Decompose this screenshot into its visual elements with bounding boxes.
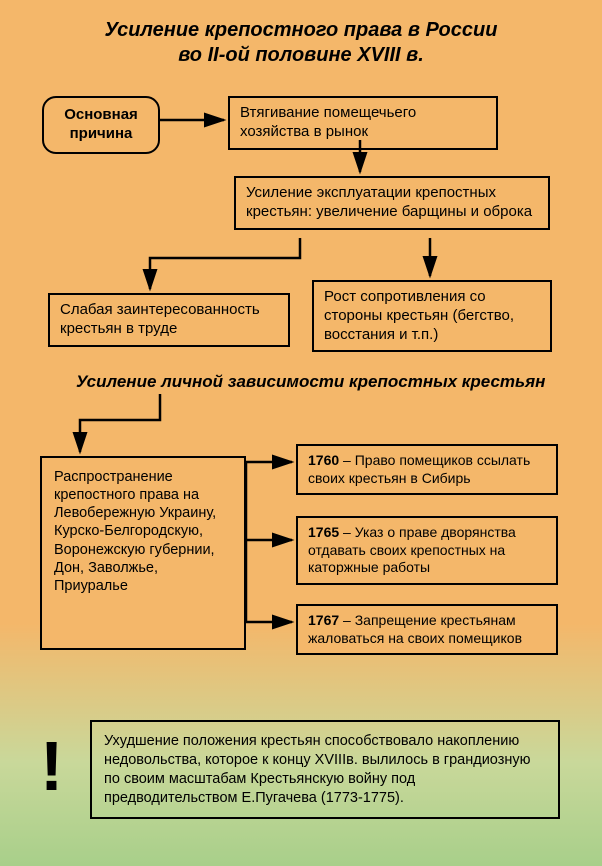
title-line-1: Усиление крепостного права в России: [105, 19, 498, 41]
node-law-1760: 1760 – Право помещиков ссылать своих кре…: [296, 444, 558, 495]
node-market: Втягивание помещечьего хозяйства в рынок: [228, 96, 498, 150]
node-weak: Слабая заинтересованность крестьян в тру…: [48, 293, 290, 347]
node-root-text: Основнаяпричина: [64, 106, 138, 142]
law-year-0: 1760: [308, 452, 339, 468]
law-text-0: – Право помещиков ссылать своих крестьян…: [308, 452, 530, 486]
node-market-text: Втягивание помещечьего хозяйства в рынок: [240, 104, 416, 140]
diagram-content: Усиление крепостного права в России во I…: [0, 0, 602, 106]
law-year-1: 1765: [308, 524, 339, 540]
exclamation-icon: !: [40, 738, 63, 794]
subtitle: Усиление личной зависимости крепостных к…: [76, 372, 545, 392]
node-resist-text: Рост сопротивления со стороны крестьян (…: [324, 288, 514, 343]
node-root: Основнаяпричина: [42, 96, 160, 154]
node-exploit: Усиление эксплуатации крепостных крестья…: [234, 176, 550, 230]
title-line-2: во II-ой половине XVIII в.: [178, 44, 424, 66]
law-text-1: – Указ о праве дворянства отдавать своих…: [308, 524, 516, 575]
page-title: Усиление крепостного права в России во I…: [24, 18, 578, 68]
node-law-1765: 1765 – Указ о праве дворянства отдавать …: [296, 516, 558, 585]
node-spread: Распространение крепостного права на Лев…: [40, 456, 246, 650]
note-box: Ухудшение положения крестьян способствов…: [90, 720, 560, 819]
node-weak-text: Слабая заинтересованность крестьян в тру…: [60, 301, 260, 337]
law-year-2: 1767: [308, 612, 339, 628]
node-exploit-text: Усиление эксплуатации крепостных крестья…: [246, 184, 532, 220]
node-law-1767: 1767 – Запрещение крестьянам жаловаться …: [296, 604, 558, 655]
node-resist: Рост сопротивления со стороны крестьян (…: [312, 280, 552, 352]
node-spread-text: Распространение крепостного права на Лев…: [54, 469, 216, 594]
law-text-2: – Запрещение крестьянам жаловаться на св…: [308, 612, 522, 646]
note-text: Ухудшение положения крестьян способствов…: [104, 733, 530, 806]
